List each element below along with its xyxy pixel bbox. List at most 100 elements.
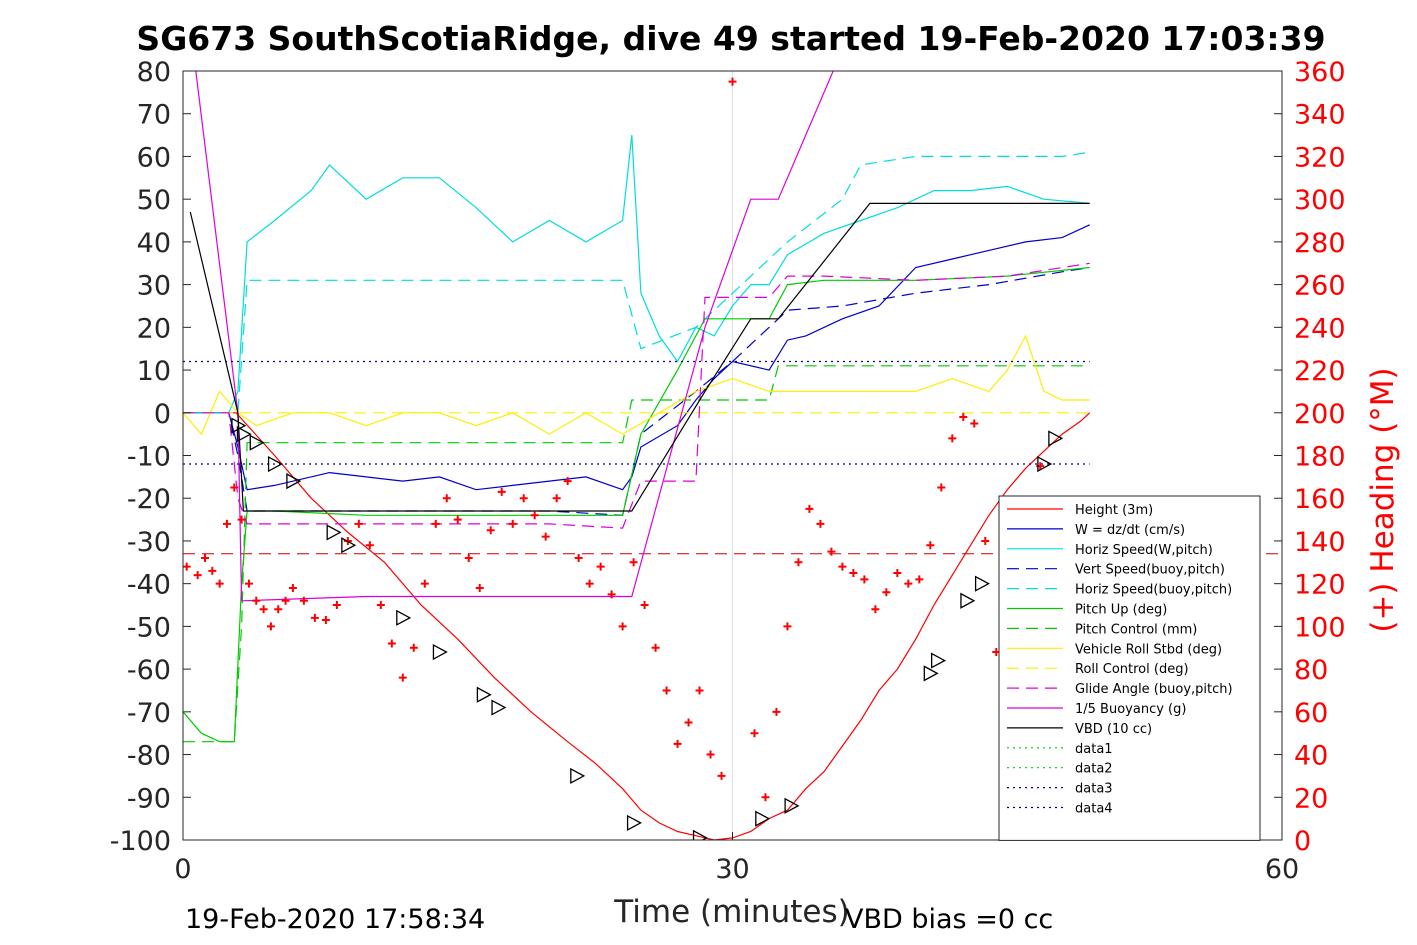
heading-point — [563, 477, 572, 486]
heading-point — [629, 558, 638, 567]
footer-vbd-bias: VBD bias =0 cc — [845, 904, 1053, 935]
heading-point — [849, 568, 858, 577]
heading-point — [948, 434, 957, 443]
heading-point — [530, 511, 539, 520]
heading-point — [266, 622, 275, 631]
legend-entry-label: Pitch Up (deg) — [1075, 603, 1167, 618]
series-line-10 — [195, 71, 834, 602]
chart-title: SG673 SouthScotiaRidge, dive 49 started … — [136, 19, 1325, 58]
heading-point — [281, 596, 290, 605]
right-axis-label: (+) Heading (°M) — [1365, 367, 1401, 632]
left-tick-label: 60 — [137, 142, 171, 173]
triangle-marker — [930, 652, 947, 669]
heading-point — [541, 532, 550, 541]
series-line-2 — [183, 135, 1090, 414]
heading-point — [618, 622, 627, 631]
heading-point — [259, 605, 268, 614]
left-tick-label: -50 — [127, 612, 171, 643]
heading-point — [486, 526, 495, 535]
right-tick-label: 60 — [1294, 698, 1328, 729]
heading-point — [574, 554, 583, 563]
heading-point — [409, 643, 418, 652]
triangle-marker — [784, 797, 800, 814]
left-tick-label: -100 — [110, 826, 171, 857]
left-tick-label: 20 — [137, 313, 171, 344]
footer-timestamp: 19-Feb-2020 17:58:34 — [185, 904, 485, 935]
heading-point — [959, 413, 968, 422]
triangle-marker — [432, 643, 448, 661]
triangle-marker — [923, 665, 939, 682]
right-tick-label: 0 — [1294, 826, 1311, 857]
right-tick-label: 360 — [1294, 57, 1346, 88]
heading-point — [805, 504, 814, 513]
right-tick-label: 20 — [1294, 783, 1328, 814]
right-tick-label: 260 — [1294, 271, 1346, 302]
legend-entry-label: Vert Speed(buoy,pitch) — [1075, 563, 1225, 578]
series-line-4 — [183, 151, 1090, 414]
triangle-marker — [236, 426, 252, 443]
heading-point — [651, 643, 660, 652]
left-tick-label: 50 — [137, 185, 171, 216]
heading-point — [431, 519, 440, 528]
legend-entry-label: 1/5 Buoyancy (g) — [1075, 702, 1186, 717]
heading-point — [200, 554, 209, 563]
heading-point — [673, 739, 682, 748]
heading-point — [288, 583, 297, 592]
heading-point — [585, 579, 594, 588]
triangle-marker — [1037, 455, 1053, 473]
right-tick-label: 120 — [1294, 570, 1346, 601]
heading-point — [497, 487, 506, 496]
left-tick-label: -90 — [127, 783, 171, 814]
left-tick-label: -70 — [127, 698, 171, 729]
legend: Height (3m) W = dz/dt (cm/s) Horiz Speed(W… — [998, 495, 1261, 841]
heading-point — [376, 601, 385, 610]
left-tick-label: 40 — [137, 228, 171, 259]
heading-point — [464, 554, 473, 563]
left-tick-label: -10 — [127, 442, 171, 473]
heading-point — [981, 536, 990, 545]
heading-point — [453, 515, 462, 524]
x-tick-label: 60 — [1265, 854, 1299, 885]
heading-point — [332, 601, 341, 610]
left-tick-label: -60 — [127, 655, 171, 686]
heading-point — [442, 494, 451, 503]
heading-point — [904, 579, 913, 588]
legend-entry-label: Pitch Control (mm) — [1075, 622, 1197, 637]
series-line-7 — [183, 334, 1090, 436]
left-tick-label: -20 — [127, 484, 171, 515]
series-line-1 — [183, 224, 1090, 491]
right-tick-label: 40 — [1294, 741, 1328, 772]
x-axis-label: Time (minutes) — [613, 894, 849, 930]
triangle-marker — [974, 575, 990, 592]
heading-point — [772, 707, 781, 716]
legend-entry-label: Vehicle Roll Stbd (deg) — [1075, 642, 1222, 657]
legend-box — [998, 495, 1261, 841]
left-tick-label: 80 — [137, 57, 171, 88]
heading-point — [552, 494, 561, 503]
heading-point — [508, 519, 517, 528]
series-line-3 — [183, 266, 1090, 516]
heading-point — [893, 568, 902, 577]
right-tick-label: 220 — [1294, 356, 1346, 387]
x-tick-label: 30 — [715, 854, 749, 885]
heading-point — [321, 615, 330, 624]
heading-point — [299, 596, 308, 605]
left-tick-label: -80 — [127, 741, 171, 772]
heading-point — [794, 558, 803, 567]
triangle-marker — [286, 473, 302, 490]
legend-entry-label: Roll Control (deg) — [1075, 662, 1189, 677]
left-tick-label: 30 — [137, 271, 171, 302]
right-tick-label: 240 — [1294, 313, 1346, 344]
legend-entry-label: data1 — [1075, 742, 1113, 757]
left-axis-ticks: 80 70 60 50 40 30 20 10 0 -10 -20 -30 -40 -50 -60 -70 -8… — [110, 57, 191, 857]
heading-point — [237, 515, 246, 524]
legend-entry-label: Height (3m) — [1075, 503, 1153, 518]
heading-point — [926, 541, 935, 550]
legend-entry-label: Glide Angle (buoy,pitch) — [1075, 682, 1233, 697]
series-line-0 — [183, 412, 1091, 840]
heading-point — [244, 579, 253, 588]
right-tick-label: 140 — [1294, 527, 1346, 558]
triangle-marker — [491, 699, 507, 716]
right-tick-label: 200 — [1294, 399, 1346, 430]
heading-point — [761, 793, 770, 802]
